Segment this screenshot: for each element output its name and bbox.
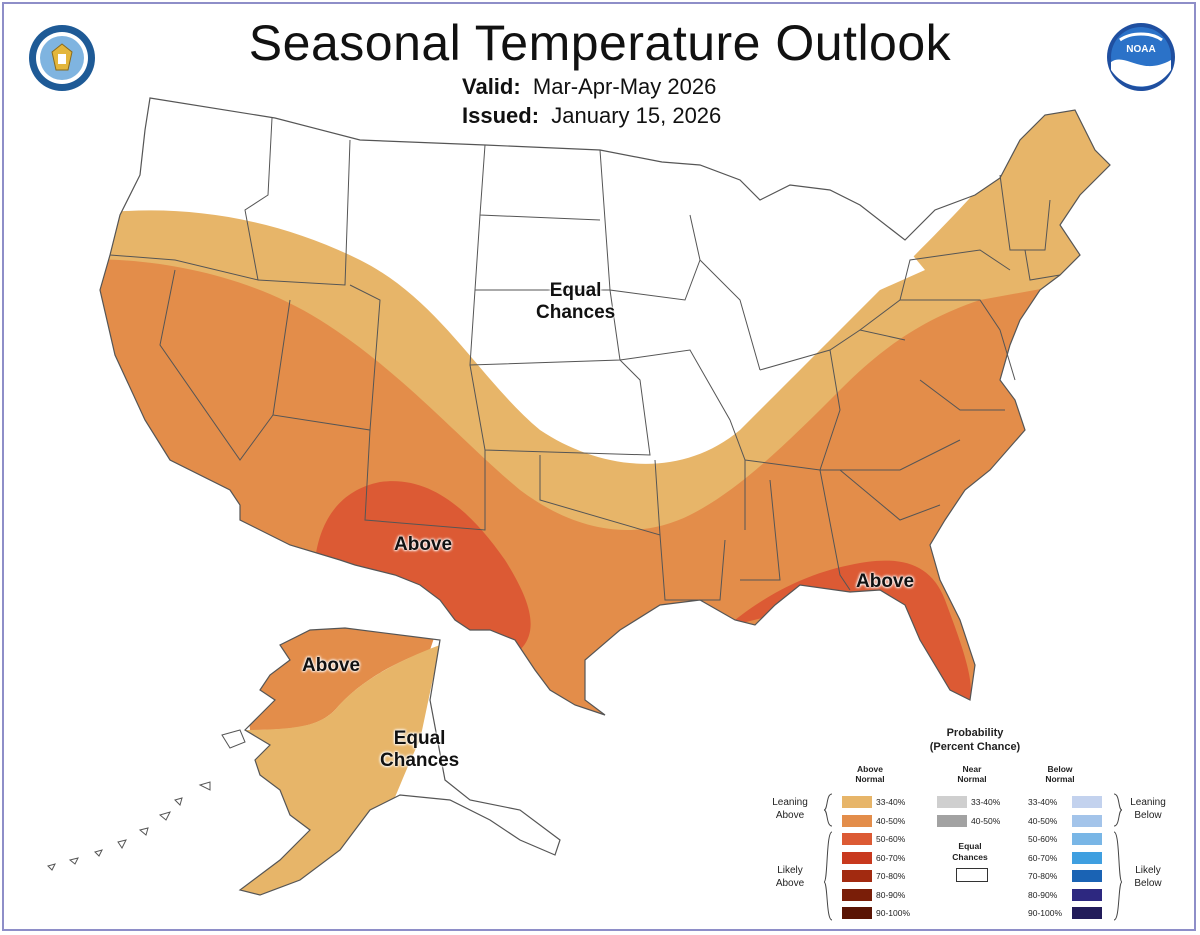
equal-chances-conus-line1: Equal [549,280,602,301]
above-normal-header: Above Normal [840,764,900,784]
svg-text:NOAA: NOAA [1126,44,1155,55]
likely-above-line1: Likely [777,865,803,876]
below-swatch-label: 90-100% [1028,908,1063,918]
above-swatch [842,888,872,901]
likely-below-line1: Likely [1135,865,1161,876]
above-brace-icon [823,793,833,921]
doc-seal-icon [29,25,95,91]
above-normal-header-line2: Normal [855,774,885,784]
below-brace-icon [1113,793,1123,921]
above-swatch [842,833,872,845]
above-normal-header-line1: Above [857,764,883,774]
near-normal-header-line2: Normal [957,774,987,784]
below-swatch [1072,907,1102,919]
above-swatch-label: 70-80% [876,871,906,881]
likely-above-line2: Above [775,878,805,889]
above-swatch [842,907,872,919]
below-swatch-label: 60-70% [1028,852,1058,863]
above-swatch-label: 60-70% [876,852,906,863]
likely-above-label: Likely Above [760,864,820,890]
equal-chances-alaska-label: Equal Chances [380,728,459,772]
below-swatch [1072,851,1102,864]
below-swatch-label: 70-80% [1028,871,1058,881]
leaning-above-label: Leaning Above [760,796,820,822]
near-swatch [937,814,967,827]
issued-value: January 15, 2026 [551,103,722,128]
leaning-below-line2: Below [1134,810,1162,821]
above-swatch-label: 40-50% [876,815,906,826]
legend: Probability (Percent Chance) Above Norma… [760,726,1180,926]
above-florida-label: Above [856,571,915,592]
above-swatch [842,796,872,808]
above-alaska-label: Above [302,655,361,676]
leaning-below-label: Leaning Below [1118,796,1178,822]
equal-chances-alaska-line2: Chances [380,750,460,771]
legend-title-line1: Probability [946,727,1004,739]
below-swatch [1072,888,1102,901]
equal-chances-alaska-line1: Equal [393,728,446,749]
leaning-above-line1: Leaning [772,797,808,808]
below-swatch [1072,796,1102,808]
page-title: Seasonal Temperature Outlook [248,15,952,71]
issued-row: Issued: January 15, 2026 [462,103,721,129]
near-normal-header: Near Normal [942,764,1002,784]
likely-below-label: Likely Below [1118,864,1178,890]
near-swatch-label: 40-50% [971,815,1001,826]
equal-chances-legend-label: Equal Chances [940,841,1000,863]
above-swatch-label: 33-40% [876,797,906,807]
above-swatch [842,814,872,827]
equal-chances-conus-line2: Chances [536,302,616,323]
likely-below-line2: Below [1134,878,1162,889]
noaa-logo-icon: NOAA [1107,23,1175,91]
alaska-islands [47,729,246,871]
equal-chances-legend-line1: Equal [958,841,982,851]
equal-chances-conus-label: Equal Chances [536,280,615,324]
near-swatch-label: 33-40% [971,797,1001,807]
below-swatch [1072,833,1102,845]
legend-title-line2: (Percent Chance) [929,741,1021,753]
valid-label: Valid: [462,74,521,99]
leaning-below-line1: Leaning [1130,797,1166,808]
equal-chances-swatch [956,868,988,882]
above-swatch-label: 80-90% [876,889,906,900]
above-southwest-label: Above [394,534,453,555]
below-swatch-label: 40-50% [1028,815,1058,826]
above-swatch-label: 50-60% [876,834,906,844]
near-swatch [937,796,967,808]
valid-value: Mar-Apr-May 2026 [532,74,717,99]
leaning-above-line2: Above [775,810,805,821]
below-swatch [1072,870,1102,882]
below-swatch [1072,814,1102,827]
equal-chances-legend-line2: Chances [952,852,988,862]
below-swatch-label: 80-90% [1028,889,1058,900]
below-normal-header-line2: Normal [1045,774,1075,784]
near-normal-header-line1: Near [962,764,982,774]
state-borders [109,117,1061,601]
above-swatch-label: 90-100% [876,908,911,918]
above-swatch [842,870,872,882]
issued-label: Issued: [462,103,540,128]
valid-row: Valid: Mar-Apr-May 2026 [462,74,716,100]
below-normal-header: Below Normal [1030,764,1090,784]
below-swatch-label: 33-40% [1028,797,1058,807]
above-swatch [842,851,872,864]
below-normal-header-line1: Below [1047,764,1073,774]
below-swatch-label: 50-60% [1028,834,1058,844]
legend-title: Probability (Percent Chance) [890,726,1060,754]
